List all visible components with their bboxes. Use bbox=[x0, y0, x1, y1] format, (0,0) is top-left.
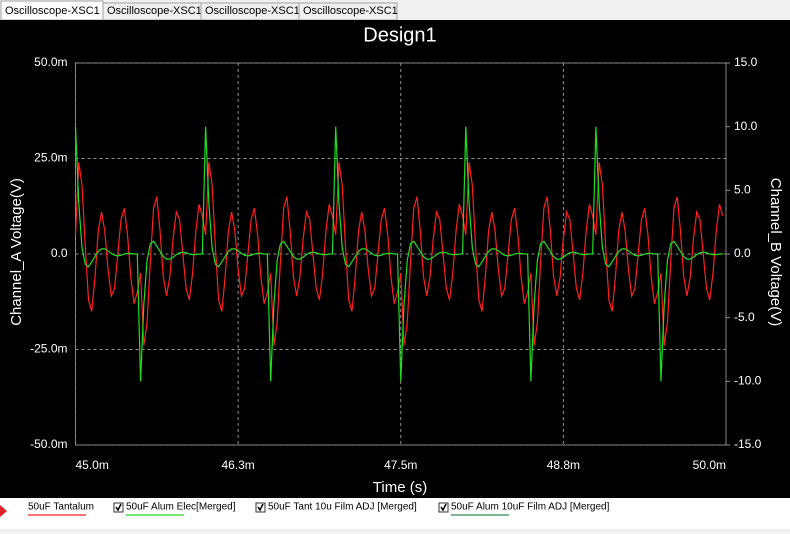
y2-tick-label: 15.0 bbox=[734, 55, 758, 69]
y2-tick-label: 5.0 bbox=[734, 183, 751, 197]
y2-axis-title: Channel_B Voltage(V) bbox=[767, 178, 784, 326]
y2-tick-label: -5.0 bbox=[734, 310, 755, 324]
x-tick-label: 45.0m bbox=[76, 458, 109, 472]
y-tick-label: -50.0m bbox=[30, 437, 67, 451]
x-axis-title: Time (s) bbox=[373, 479, 427, 496]
selected-indicator bbox=[0, 505, 7, 517]
legend-label[interactable]: 50uF Alum Elec[Merged] bbox=[126, 502, 236, 513]
chart-background bbox=[0, 20, 790, 498]
y-tick-label: 0.0 bbox=[51, 246, 68, 260]
x-tick-label: 48.8m bbox=[547, 458, 580, 472]
tab-label[interactable]: Oscilloscope-XSC1 bbox=[5, 5, 100, 17]
legend-label[interactable]: 50uF Tantalum bbox=[28, 502, 94, 513]
series-line bbox=[74, 162, 724, 346]
y-tick-label: 25.0m bbox=[34, 151, 67, 165]
y2-tick-label: -10.0 bbox=[734, 374, 762, 388]
x-tick-label: 50.0m bbox=[693, 458, 726, 472]
y2-tick-label: 10.0 bbox=[734, 119, 758, 133]
y-tick-label: 50.0m bbox=[34, 55, 67, 69]
x-tick-label: 47.5m bbox=[384, 458, 417, 472]
tabs: Oscilloscope-XSC1 Oscilloscope-XSC1 Oscill… bbox=[0, 0, 398, 21]
y-tick-label: -25.0m bbox=[30, 342, 67, 356]
y-axis-title: Channel_A Voltage(V) bbox=[8, 178, 25, 326]
series-line bbox=[74, 126, 723, 382]
tab-label[interactable]: Oscilloscope-XSC1 bbox=[205, 5, 300, 17]
x-tick-label: 46.3m bbox=[221, 458, 254, 472]
y2-tick-label: -15.0 bbox=[734, 437, 762, 451]
legend-background bbox=[0, 498, 790, 529]
legend-check[interactable] bbox=[257, 503, 264, 512]
legend-label[interactable]: 50uF Tant 10u Film ADJ [Merged] bbox=[268, 502, 417, 513]
legend-check[interactable] bbox=[440, 503, 447, 512]
legend-label[interactable]: 50uF Alum 10uF Film ADJ [Merged] bbox=[451, 502, 610, 513]
y2-tick-label: 0.0 bbox=[734, 246, 751, 260]
chart-title: Design1 bbox=[363, 24, 436, 46]
tab-label[interactable]: Oscilloscope-XSC1 bbox=[303, 5, 398, 17]
tab-label[interactable]: Oscilloscope-XSC1 bbox=[107, 5, 202, 17]
legend-check[interactable] bbox=[115, 503, 122, 512]
